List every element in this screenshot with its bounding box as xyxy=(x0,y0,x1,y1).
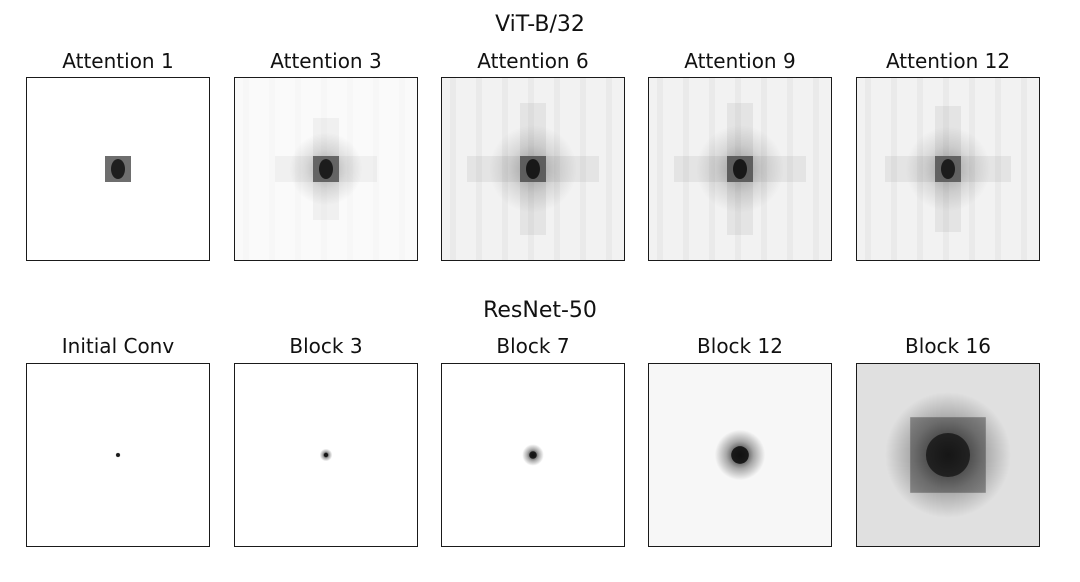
attention-core xyxy=(319,159,333,179)
heatmap-image xyxy=(714,429,766,481)
heatmap-image xyxy=(442,78,624,260)
vit-row-title: ViT-B/32 xyxy=(495,12,585,37)
receptive-field-panel xyxy=(234,363,418,547)
panel-title: Attention 3 xyxy=(270,49,382,73)
grid-stripe xyxy=(1021,78,1027,260)
heatmap-image xyxy=(857,78,1039,260)
grid-stripe xyxy=(399,78,405,260)
grid-stripe xyxy=(243,78,249,260)
heatmap-image xyxy=(857,364,1039,546)
panel-title: Attention 9 xyxy=(684,49,796,73)
attention-map-panel xyxy=(26,77,210,261)
heatmap-image xyxy=(649,78,831,260)
grid-stripe xyxy=(450,78,456,260)
grid-stripe xyxy=(606,78,612,260)
resnet-row-title: ResNet-50 xyxy=(483,298,597,323)
attention-map-panel xyxy=(648,77,832,261)
receptive-field-center xyxy=(323,452,329,458)
attention-map-panel xyxy=(856,77,1040,261)
heatmap-image xyxy=(522,444,544,466)
receptive-field-panel xyxy=(441,363,625,547)
attention-map-panel xyxy=(234,77,418,261)
heatmap-image xyxy=(105,156,131,182)
receptive-field-center xyxy=(116,453,120,457)
heatmap-image xyxy=(319,448,333,462)
grid-stripe xyxy=(865,78,871,260)
panel-title: Block 16 xyxy=(905,334,991,358)
heatmap-image xyxy=(115,452,121,458)
panel-title: Block 7 xyxy=(496,334,570,358)
panel-title: Block 3 xyxy=(289,334,363,358)
attention-core xyxy=(526,159,540,179)
panel-title: Attention 12 xyxy=(885,49,1011,73)
attention-core xyxy=(941,159,955,179)
panel-title: Attention 1 xyxy=(62,49,174,73)
receptive-field-center xyxy=(925,432,971,478)
receptive-field-center xyxy=(731,446,749,464)
receptive-field-panel xyxy=(856,363,1040,547)
attention-core xyxy=(111,159,125,179)
attention-core xyxy=(733,159,747,179)
grid-stripe xyxy=(657,78,663,260)
heatmap-image xyxy=(243,78,405,260)
panel-title: Initial Conv xyxy=(61,334,175,358)
grid-stripe xyxy=(269,78,275,260)
receptive-field-panel xyxy=(26,363,210,547)
panel-title: Block 12 xyxy=(697,334,783,358)
panel-title: Attention 6 xyxy=(477,49,589,73)
grid-stripe xyxy=(813,78,819,260)
receptive-field-panel xyxy=(648,363,832,547)
attention-map-panel xyxy=(441,77,625,261)
receptive-field-center xyxy=(529,451,537,459)
